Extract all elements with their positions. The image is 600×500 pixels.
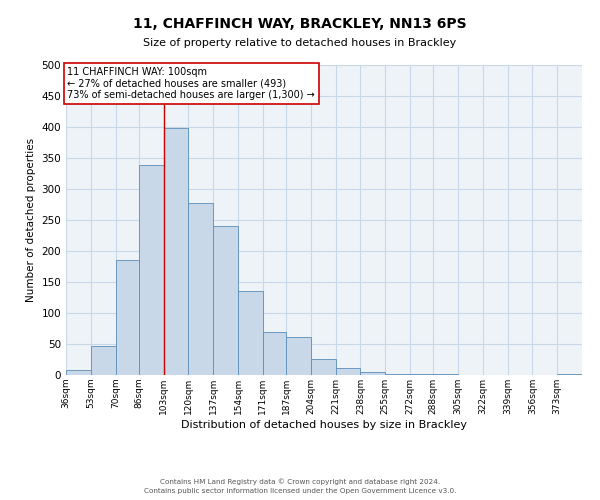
Bar <box>286 336 311 375</box>
Text: Size of property relative to detached houses in Brackley: Size of property relative to detached ho… <box>143 38 457 48</box>
Bar <box>66 370 91 375</box>
Text: 11 CHAFFINCH WAY: 100sqm
← 27% of detached houses are smaller (493)
73% of semi-: 11 CHAFFINCH WAY: 100sqm ← 27% of detach… <box>67 67 315 100</box>
X-axis label: Distribution of detached houses by size in Brackley: Distribution of detached houses by size … <box>181 420 467 430</box>
Bar <box>335 368 361 375</box>
Bar <box>213 226 238 375</box>
Bar <box>433 374 458 375</box>
Bar <box>116 260 139 375</box>
Bar <box>557 374 582 375</box>
Bar <box>361 372 385 375</box>
Bar <box>311 359 335 375</box>
Bar <box>91 346 116 375</box>
Y-axis label: Number of detached properties: Number of detached properties <box>26 138 36 302</box>
Bar <box>385 374 410 375</box>
Text: 11, CHAFFINCH WAY, BRACKLEY, NN13 6PS: 11, CHAFFINCH WAY, BRACKLEY, NN13 6PS <box>133 18 467 32</box>
Text: Contains HM Land Registry data © Crown copyright and database right 2024.
Contai: Contains HM Land Registry data © Crown c… <box>144 478 456 494</box>
Bar <box>164 128 188 375</box>
Bar <box>263 332 286 375</box>
Bar <box>238 290 263 375</box>
Bar <box>188 204 213 375</box>
Bar <box>410 374 433 375</box>
Bar <box>139 166 164 375</box>
